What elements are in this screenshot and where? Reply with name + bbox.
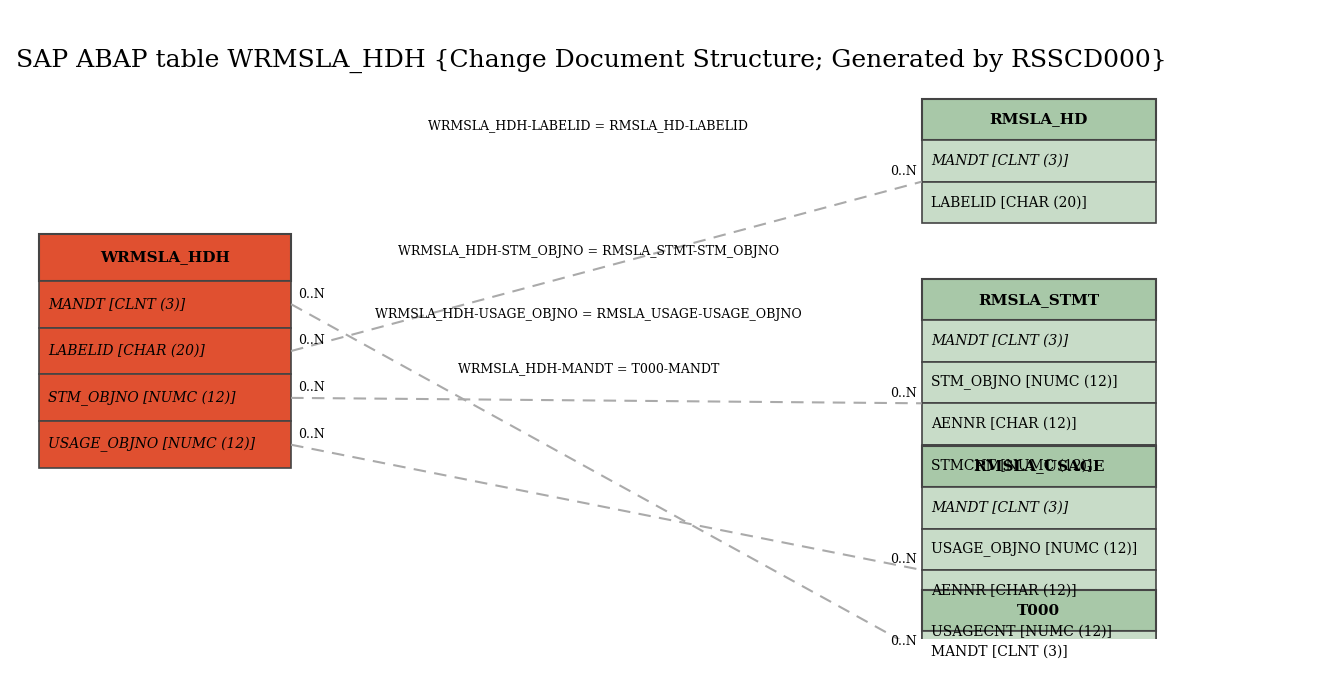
Text: STMCNT [NUMC (12)]: STMCNT [NUMC (12)]	[931, 458, 1092, 473]
Text: 0..N: 0..N	[299, 288, 326, 301]
Bar	[922, 362, 1156, 403]
Bar	[922, 632, 1156, 672]
Bar	[39, 234, 291, 281]
Bar	[922, 181, 1156, 223]
Text: USAGE_OBJNO [NUMC (12)]: USAGE_OBJNO [NUMC (12)]	[48, 437, 255, 452]
Text: MANDT [CLNT (3)]: MANDT [CLNT (3)]	[931, 154, 1068, 168]
Text: WRMSLA_HDH-USAGE_OBJNO = RMSLA_USAGE-USAGE_OBJNO: WRMSLA_HDH-USAGE_OBJNO = RMSLA_USAGE-USA…	[375, 308, 801, 321]
Bar	[922, 611, 1156, 653]
Text: 0..N: 0..N	[299, 381, 326, 394]
Bar	[922, 140, 1156, 181]
Bar	[922, 445, 1156, 487]
Text: MANDT [CLNT (3)]: MANDT [CLNT (3)]	[931, 334, 1068, 348]
Text: AENNR [CHAR (12)]: AENNR [CHAR (12)]	[931, 584, 1076, 597]
Text: WRMSLA_HDH: WRMSLA_HDH	[100, 250, 230, 265]
Bar	[922, 321, 1156, 362]
Text: RMSLA_USAGE: RMSLA_USAGE	[973, 460, 1104, 473]
Text: USAGECNT [NUMC (12)]: USAGECNT [NUMC (12)]	[931, 625, 1112, 639]
Text: 0..N: 0..N	[299, 334, 326, 347]
Bar	[39, 374, 291, 421]
Bar	[39, 327, 291, 374]
Text: 0..N: 0..N	[890, 553, 917, 566]
Bar	[39, 421, 291, 468]
Text: 0..N: 0..N	[890, 165, 917, 178]
Text: 0..N: 0..N	[299, 428, 326, 441]
Text: WRMSLA_HDH-LABELID = RMSLA_HD-LABELID: WRMSLA_HDH-LABELID = RMSLA_HD-LABELID	[429, 119, 749, 132]
Text: STM_OBJNO [NUMC (12)]: STM_OBJNO [NUMC (12)]	[48, 390, 236, 406]
Bar	[922, 99, 1156, 140]
Text: 0..N: 0..N	[890, 636, 917, 649]
Bar	[922, 570, 1156, 611]
Text: 0..N: 0..N	[890, 387, 917, 400]
Text: LABELID [CHAR (20)]: LABELID [CHAR (20)]	[48, 344, 205, 358]
Text: MANDT [CLNT (3)]: MANDT [CLNT (3)]	[931, 645, 1068, 659]
Bar	[922, 590, 1156, 632]
Text: WRMSLA_HDH-STM_OBJNO = RMSLA_STMT-STM_OBJNO: WRMSLA_HDH-STM_OBJNO = RMSLA_STMT-STM_OB…	[398, 246, 779, 258]
Text: USAGE_OBJNO [NUMC (12)]: USAGE_OBJNO [NUMC (12)]	[931, 542, 1138, 557]
Text: RMSLA_STMT: RMSLA_STMT	[978, 293, 1099, 307]
Bar	[922, 403, 1156, 445]
Text: LABELID [CHAR (20)]: LABELID [CHAR (20)]	[931, 195, 1087, 209]
Text: STM_OBJNO [NUMC (12)]: STM_OBJNO [NUMC (12)]	[931, 375, 1118, 390]
Bar	[922, 445, 1156, 486]
Text: WRMSLA_HDH-MANDT = T000-MANDT: WRMSLA_HDH-MANDT = T000-MANDT	[458, 363, 720, 376]
Bar	[922, 529, 1156, 570]
Text: RMSLA_HD: RMSLA_HD	[990, 113, 1088, 126]
Text: MANDT [CLNT (3)]: MANDT [CLNT (3)]	[931, 501, 1068, 515]
Bar	[922, 487, 1156, 529]
Text: MANDT [CLNT (3)]: MANDT [CLNT (3)]	[48, 297, 185, 311]
Text: T000: T000	[1017, 604, 1060, 617]
Text: SAP ABAP table WRMSLA_HDH {Change Document Structure; Generated by RSSCD000}: SAP ABAP table WRMSLA_HDH {Change Docume…	[16, 49, 1167, 74]
Bar	[39, 281, 291, 327]
Text: AENNR [CHAR (12)]: AENNR [CHAR (12)]	[931, 417, 1076, 431]
Bar	[922, 279, 1156, 321]
